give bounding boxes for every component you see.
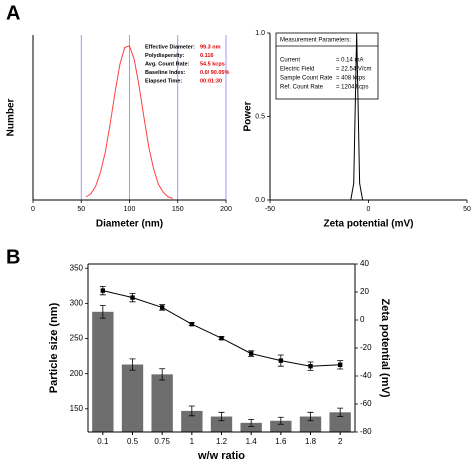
marker bbox=[100, 288, 106, 293]
error-bar bbox=[129, 358, 136, 371]
x-tick-label: 0.5 bbox=[127, 437, 139, 446]
x-tick-label: 1 bbox=[190, 437, 195, 446]
y2-tick-label: 0 bbox=[360, 315, 365, 324]
error-bar bbox=[248, 418, 255, 427]
marker bbox=[278, 358, 284, 363]
error-bar bbox=[337, 407, 344, 417]
x-tick-label: 50 bbox=[463, 206, 471, 213]
x-axis-label: Zeta potential (mV) bbox=[323, 219, 413, 230]
bar bbox=[299, 416, 322, 432]
y2-axis-label: Zeta potential (mV) bbox=[379, 298, 391, 397]
data-line bbox=[102, 290, 341, 367]
x-tick-label: 0.1 bbox=[97, 437, 109, 446]
annotation-label: Effective Diameter: bbox=[145, 44, 195, 50]
x-tick-label: 1.6 bbox=[275, 437, 287, 446]
annotation-label: Ref. Count Rate bbox=[280, 85, 324, 91]
y-tick-label: 1.0 bbox=[255, 30, 265, 37]
bar bbox=[329, 412, 351, 432]
annotation-label: Polydispersity: bbox=[145, 53, 185, 59]
error-bar bbox=[188, 405, 195, 417]
annotation-box bbox=[275, 32, 379, 100]
panel-label: B bbox=[6, 246, 20, 268]
marker bbox=[248, 351, 254, 356]
y-tick-label: 200 bbox=[70, 369, 84, 378]
annotation-value: 0.116 bbox=[200, 53, 213, 59]
error-bar bbox=[99, 305, 106, 319]
x-tick-label: 0 bbox=[31, 206, 35, 213]
x-tick-label: -50 bbox=[265, 206, 275, 213]
error-bar bbox=[159, 368, 166, 381]
x-tick-label: 2 bbox=[338, 437, 343, 446]
x-tick-label: 200 bbox=[220, 206, 232, 213]
bar bbox=[181, 410, 203, 432]
x-tick-label: 150 bbox=[172, 206, 184, 213]
x-axis-label: Diameter (nm) bbox=[96, 219, 163, 230]
y2-tick-label: -40 bbox=[360, 371, 372, 380]
y-tick-label: 0.0 bbox=[255, 197, 265, 204]
annotation-value: 00:01:30 bbox=[200, 78, 222, 84]
x-tick-label: 0.75 bbox=[154, 437, 170, 446]
bar bbox=[121, 364, 144, 432]
annotation-label: Elapsed Time: bbox=[145, 78, 182, 84]
bar bbox=[210, 416, 233, 432]
bar bbox=[92, 311, 114, 432]
data-line bbox=[85, 45, 174, 199]
bar bbox=[270, 420, 292, 432]
annotation-label: Sample Count Rate bbox=[280, 76, 333, 82]
y-tick-label: 350 bbox=[70, 263, 84, 272]
y-tick-label: 150 bbox=[70, 404, 84, 413]
annotation-value: = 22.54 V/cm bbox=[336, 67, 372, 73]
y2-tick-label: -60 bbox=[360, 399, 372, 408]
y-tick-label: 250 bbox=[70, 334, 84, 343]
x-tick-label: 1.8 bbox=[305, 437, 317, 446]
marker bbox=[130, 295, 135, 300]
marker bbox=[308, 364, 313, 369]
x-axis-label: w/w ratio bbox=[197, 450, 245, 462]
annotation-value: = 1204 kcps bbox=[336, 85, 369, 91]
annotation-title: Measurement Parameters: bbox=[280, 38, 351, 44]
y2-tick-label: 20 bbox=[360, 287, 369, 296]
x-tick-label: 1.4 bbox=[246, 437, 258, 446]
x-tick-label: 1.2 bbox=[216, 437, 228, 446]
error-bar bbox=[218, 411, 225, 422]
annotation-label: Electric Field bbox=[280, 67, 314, 73]
x-tick-label: 50 bbox=[77, 206, 85, 213]
y2-tick-label: -20 bbox=[360, 343, 372, 352]
x-tick-label: 0 bbox=[367, 206, 371, 213]
annotation-value: = 0.14 mA bbox=[336, 58, 364, 64]
bar bbox=[240, 422, 262, 432]
panel-label: A bbox=[6, 2, 20, 24]
y-axis-label: Number bbox=[6, 99, 17, 137]
annotation-label: Current bbox=[280, 58, 300, 64]
y2-tick-label: 40 bbox=[360, 259, 369, 268]
annotation-value: 0.0/ 90.05% bbox=[200, 70, 229, 76]
marker bbox=[159, 305, 165, 310]
annotation-label: Baseline Index: bbox=[145, 70, 186, 76]
y-axis-label: Particle size (nm) bbox=[48, 302, 60, 393]
y-tick-label: 300 bbox=[70, 298, 84, 307]
error-bar bbox=[277, 416, 284, 425]
x-tick-label: 100 bbox=[124, 206, 136, 213]
error-bar bbox=[307, 411, 314, 422]
marker bbox=[189, 322, 195, 327]
y-tick-label: 0.5 bbox=[255, 113, 265, 120]
y2-tick-label: -80 bbox=[360, 427, 372, 436]
marker bbox=[219, 336, 224, 341]
annotation-value: = 408 kcps bbox=[336, 76, 365, 82]
annotation-value: 54.5 kcps bbox=[200, 61, 225, 67]
annotation-label: Avg. Count Rate: bbox=[145, 61, 190, 67]
y-axis-label: Power bbox=[243, 101, 254, 131]
annotation-value: 99.3 nm bbox=[200, 44, 221, 50]
marker bbox=[337, 362, 343, 367]
bar bbox=[151, 374, 173, 432]
